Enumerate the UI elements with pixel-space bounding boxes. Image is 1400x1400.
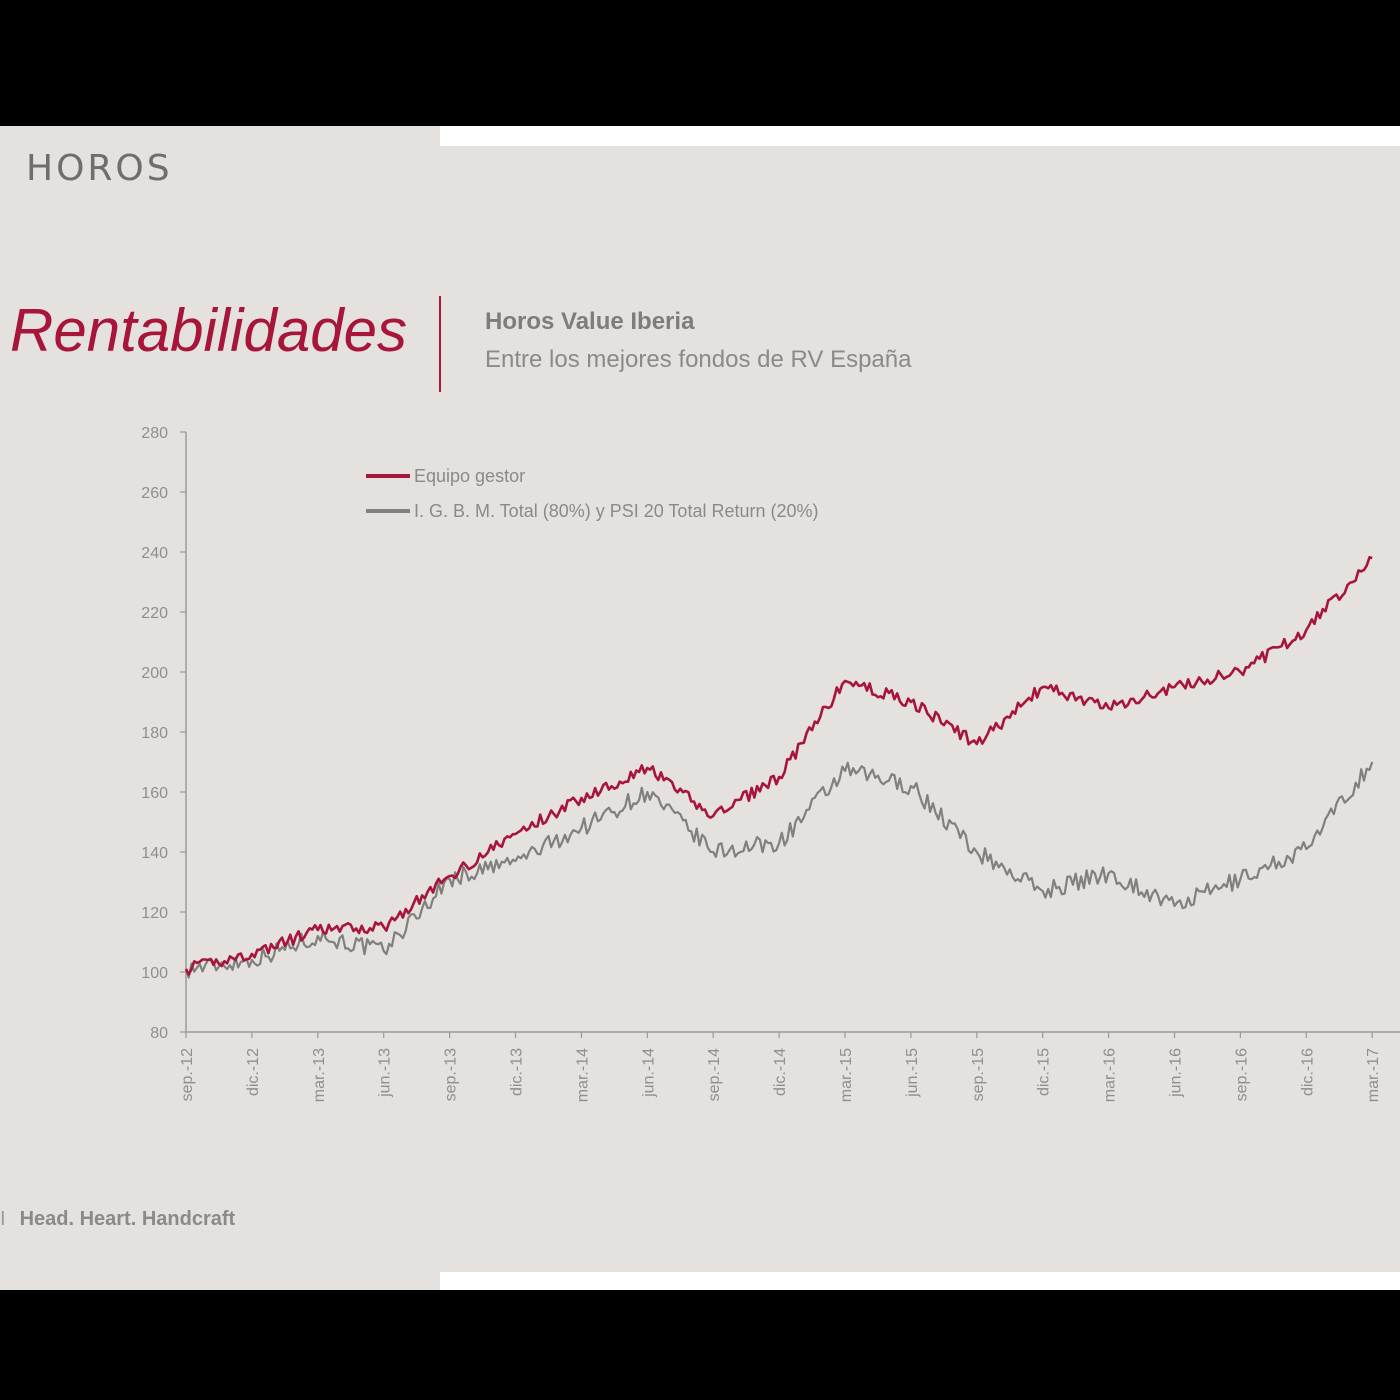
y-tick-label: 260 bbox=[141, 485, 168, 502]
x-tick-label: dic.-15 bbox=[1036, 1048, 1053, 1096]
y-tick-label: 80 bbox=[150, 1025, 168, 1042]
slide: HOROS Rentabilidades Horos Value Iberia … bbox=[0, 126, 1400, 1290]
x-tick-label: jun.-16 bbox=[1168, 1048, 1185, 1098]
x-tick-label: jun.-15 bbox=[904, 1048, 921, 1098]
y-tick-label: 100 bbox=[141, 965, 168, 982]
x-tick-label: mar.-15 bbox=[838, 1048, 855, 1102]
y-tick-label: 120 bbox=[141, 905, 168, 922]
x-tick-label: jun.-13 bbox=[377, 1048, 394, 1098]
fund-series-line bbox=[184, 556, 1373, 976]
x-tick-label: mar.-17 bbox=[1365, 1048, 1382, 1102]
x-tick-label: sep.-16 bbox=[1233, 1048, 1250, 1101]
tagline-mark: I bbox=[0, 1208, 6, 1230]
x-tick-label: dic.-16 bbox=[1299, 1048, 1316, 1096]
x-tick-label: mar.-16 bbox=[1102, 1048, 1119, 1102]
y-tick-label: 160 bbox=[141, 785, 168, 802]
slide-title: Rentabilidades bbox=[10, 297, 407, 364]
x-tick-label: sep.-14 bbox=[706, 1048, 723, 1101]
y-tick-label: 220 bbox=[141, 605, 168, 622]
horos-logo: HOROS bbox=[26, 148, 173, 189]
x-tick-label: sep.-12 bbox=[179, 1048, 196, 1101]
title-divider bbox=[439, 296, 441, 392]
x-tick-label: jun.-14 bbox=[640, 1048, 657, 1098]
y-tick-label: 200 bbox=[141, 665, 168, 682]
benchmark-series-line bbox=[184, 761, 1374, 979]
x-tick-label: mar.-13 bbox=[311, 1048, 328, 1102]
x-tick-label: dic.-13 bbox=[509, 1048, 526, 1096]
fund-description: Entre los mejores fondos de RV España bbox=[485, 346, 912, 373]
x-tick-label: dic.-12 bbox=[245, 1048, 262, 1096]
fund-name: Horos Value Iberia bbox=[485, 308, 695, 335]
x-tick-label: sep.-13 bbox=[443, 1048, 460, 1101]
y-tick-label: 140 bbox=[141, 845, 168, 862]
x-tick-label: mar.-14 bbox=[574, 1048, 591, 1102]
bottom-strip bbox=[440, 1272, 1400, 1290]
tagline-text: Head. Heart. Handcraft bbox=[19, 1208, 236, 1230]
x-tick-label: dic.-14 bbox=[772, 1048, 789, 1096]
legend-label-fund: Equipo gestor bbox=[414, 466, 525, 486]
top-strip bbox=[440, 126, 1400, 146]
x-tick-label: sep.-15 bbox=[970, 1048, 987, 1101]
legend-label-benchmark: I. G. B. M. Total (80%) y PSI 20 Total R… bbox=[414, 501, 819, 521]
y-tick-label: 240 bbox=[141, 545, 168, 562]
y-tick-label: 280 bbox=[141, 425, 168, 442]
footer-tagline: I Head. Heart. Handcraft bbox=[0, 1208, 235, 1231]
y-tick-label: 180 bbox=[141, 725, 168, 742]
